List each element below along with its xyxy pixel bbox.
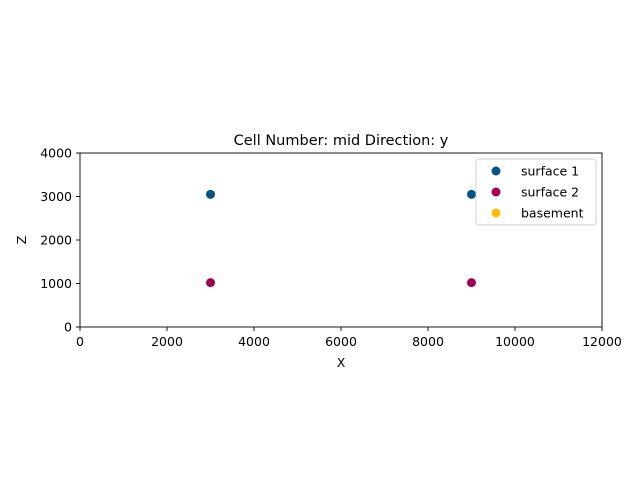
legend-entry-basement: basement: [491, 206, 584, 221]
y-axis-label: Z: [14, 236, 29, 245]
data-point-surface-2: [206, 278, 215, 288]
plot-frame: [79, 152, 603, 328]
x-tick-label: 10000: [495, 334, 535, 349]
legend-frame: [475, 158, 597, 226]
legend-marker-surface-2: [491, 187, 501, 197]
x-tick-label: 12000: [582, 334, 622, 349]
y-tick-label: 4000: [40, 146, 72, 161]
y-tick-label: 3000: [40, 189, 72, 204]
chart-title: Cell Number: mid Direction: y: [234, 133, 449, 149]
x-tick-label: 8000: [412, 334, 444, 349]
data-point-surface-1: [467, 189, 476, 199]
y-tick-label: 0: [64, 320, 72, 335]
data-points: [206, 189, 476, 288]
y-tick-label: 1000: [40, 276, 72, 291]
x-axis: 0 2000 4000 6000 8000 10000 12000: [76, 327, 622, 349]
x-tick-label: 0: [76, 334, 84, 349]
legend-marker-surface-1: [491, 166, 501, 176]
y-tick-label: 2000: [40, 233, 72, 248]
legend-label-surface-2: surface 2: [521, 185, 579, 200]
y-axis: 0 1000 2000 3000 4000: [40, 146, 80, 335]
data-point-surface-2: [467, 278, 476, 288]
x-tick-label: 2000: [151, 334, 183, 349]
x-tick-label: 4000: [238, 334, 270, 349]
data-point-surface-1: [206, 189, 215, 199]
x-tick-label: 6000: [325, 334, 357, 349]
legend-label-surface-1: surface 1: [521, 164, 579, 179]
legend: surface 1 surface 2 basement: [475, 158, 597, 226]
legend-label-basement: basement: [521, 206, 584, 221]
legend-entry-surface-1: surface 1: [491, 164, 579, 179]
legend-entry-surface-2: surface 2: [491, 185, 579, 200]
x-axis-label: X: [337, 355, 346, 370]
legend-marker-basement: [491, 208, 501, 218]
